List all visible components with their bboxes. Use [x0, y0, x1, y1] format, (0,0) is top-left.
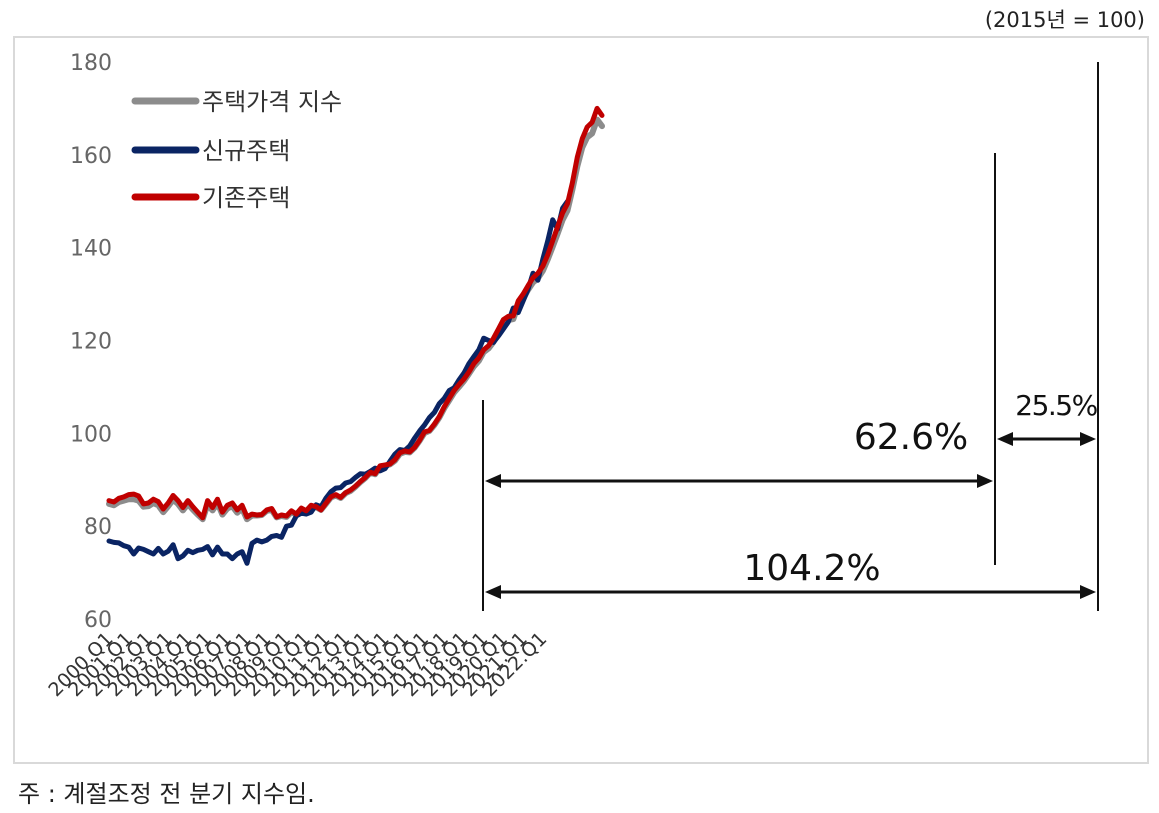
y-tick-label: 60 [84, 608, 112, 633]
series-line-housing_index [106, 116, 605, 523]
y-axis: 60 80 100 120 140 160 180 [70, 51, 112, 633]
legend-item-new_housing: 신규주택 [131, 137, 290, 165]
annotations: 62.6% 104.2% 25.5% [482, 62, 1099, 611]
series-lines [106, 105, 605, 566]
series-line-new_housing [106, 198, 570, 566]
arrow-2008-2019 [485, 474, 993, 488]
y-tick-label: 100 [70, 422, 112, 447]
legend-label: 주택가격 지수 [202, 88, 342, 116]
annotation-104-2: 104.2% [743, 548, 880, 589]
annotation-62-6: 62.6% [854, 417, 968, 458]
legend-label: 기존주택 [202, 184, 290, 212]
y-tick-label: 120 [70, 330, 112, 355]
legend-label: 신규주택 [202, 137, 290, 165]
y-tick-label: 180 [70, 51, 112, 76]
arrow-2008-2022 [485, 585, 1096, 599]
y-tick-label: 140 [70, 237, 112, 262]
y-tick-label: 80 [84, 515, 112, 540]
unit-label: (2015년 = 100) [984, 8, 1145, 32]
annotation-25-5: 25.5% [1015, 389, 1097, 422]
legend-item-housing_index: 주택가격 지수 [131, 88, 342, 116]
legend-item-existing_housing: 기존주택 [131, 184, 290, 212]
footnote: 주 : 계절조정 전 분기 지수임. [18, 780, 315, 808]
arrow-2019-2022 [997, 432, 1096, 446]
chart-frame [13, 36, 1149, 764]
y-tick-label: 160 [70, 144, 112, 169]
x-axis: 2000.Q12001.Q12002.Q12003.Q12004.Q12005.… [44, 628, 551, 701]
series-line-existing_housing [106, 105, 605, 521]
